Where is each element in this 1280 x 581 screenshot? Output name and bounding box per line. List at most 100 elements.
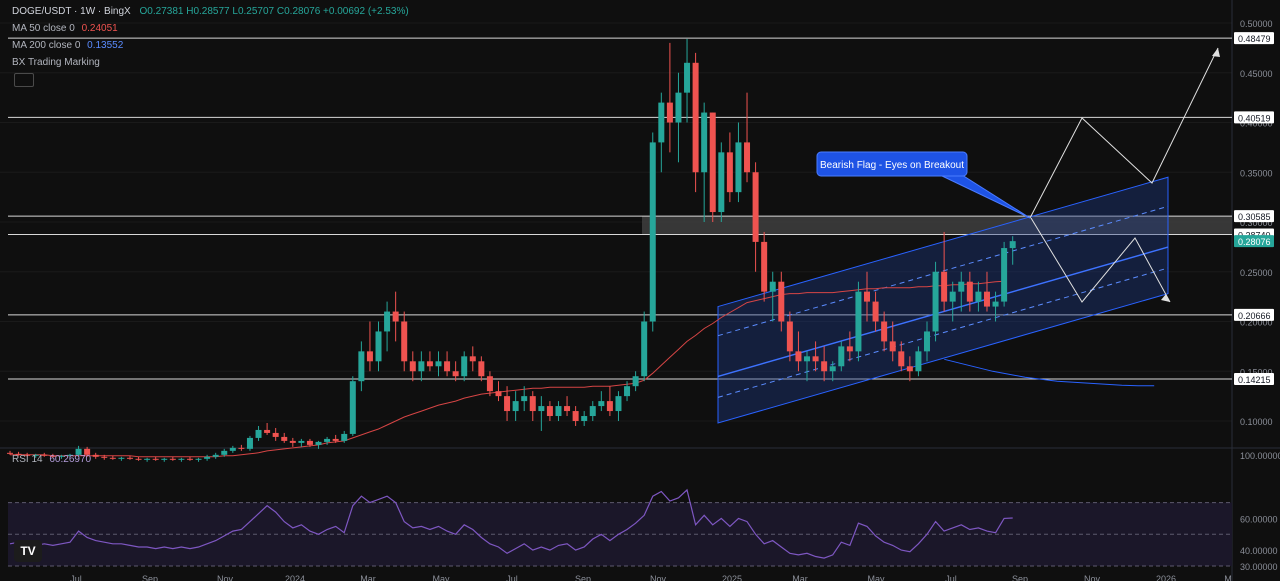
price-tick-label: 0.40000 (1240, 119, 1273, 129)
open-value: O0.27381 (139, 6, 184, 17)
time-tick-label: Mar (360, 574, 376, 581)
candle-body (958, 281, 965, 292)
candle-body (435, 361, 442, 367)
candle-body (872, 301, 879, 322)
bullish-arrowhead (1212, 48, 1220, 57)
price-tick-label: 0.50000 (1240, 19, 1273, 29)
candle-body (555, 406, 562, 417)
candle-body (975, 291, 982, 302)
candle-body (915, 351, 922, 372)
candle-body (1009, 241, 1016, 249)
candle-body (401, 321, 408, 362)
candle-body (744, 142, 751, 173)
candle-body (521, 396, 528, 402)
rsi-pane (8, 488, 1232, 567)
candle-body (529, 396, 536, 412)
time-tick-label: Jul (70, 574, 82, 581)
candle-body (109, 457, 116, 459)
candle-body (272, 432, 279, 437)
candle-body (726, 152, 733, 193)
candle-body (692, 62, 699, 173)
candle-body (1001, 248, 1008, 302)
annotation-callout[interactable]: Bearish Flag - Eyes on Breakout (816, 151, 1031, 219)
candle-body (246, 437, 253, 449)
rsi-line (9, 488, 1013, 559)
candle-body (212, 454, 219, 457)
candle-body (478, 361, 485, 377)
tradingview-logo-icon[interactable]: TV (14, 540, 42, 562)
candle-body (358, 351, 365, 382)
time-tick-label: Sep (575, 574, 591, 581)
level-price-label: 0.48479 (1238, 34, 1271, 44)
channel-quarter-line (717, 205, 1169, 337)
level-price-label: 0.20666 (1238, 311, 1271, 321)
candle-body (144, 458, 151, 460)
ma200-value: 0.13552 (87, 40, 124, 51)
rsi-legend[interactable]: RSI 14 60.26970 (12, 453, 91, 467)
candle-body (332, 438, 339, 441)
price-tick-label: 0.25000 (1240, 268, 1273, 278)
candle-body (624, 386, 631, 397)
high-value: H0.28577 (186, 6, 230, 17)
candle-body (49, 455, 56, 457)
rsi-tick-label: 100.00000 (1240, 451, 1280, 461)
candle-body (658, 102, 665, 143)
candle-body (504, 396, 511, 412)
rsi-tick-label: 60.00000 (1240, 514, 1278, 524)
candle-body (812, 356, 819, 362)
candle-body (829, 366, 836, 372)
candle-body (7, 452, 13, 454)
candle-body (126, 457, 133, 459)
indicator-legend[interactable]: BX Trading Marking (12, 56, 100, 70)
level-price-label: 0.40519 (1238, 113, 1271, 123)
candle-body (15, 453, 22, 455)
candle-body (409, 361, 416, 372)
projection-paths[interactable] (1029, 47, 1220, 303)
price-axis[interactable]: 0.50000 0.45000 0.40000 0.35000 0.30000 0.250… (1234, 19, 1274, 427)
low-value: L0.25707 (232, 6, 275, 17)
ma200-legend[interactable]: MA 200 close 0 0.13552 (12, 39, 123, 53)
candle-body (966, 281, 973, 302)
level-price-tag (1234, 210, 1274, 223)
candle-body (306, 440, 313, 445)
level-price-label: 0.14215 (1238, 375, 1271, 385)
candle-body (289, 440, 296, 443)
candle-body (341, 433, 348, 441)
candle-body (195, 458, 202, 460)
candle-body (58, 455, 65, 457)
time-tick-label: Nov (1084, 574, 1101, 581)
candle-body (32, 454, 39, 456)
candle-body (92, 454, 99, 457)
time-tick-label: 2024 (285, 574, 305, 581)
level-price-tag (1234, 111, 1274, 124)
annotation-text: Bearish Flag - Eyes on Breakout (820, 160, 964, 171)
candle-body (589, 406, 596, 417)
candle-body (178, 458, 185, 460)
symbol-title[interactable]: DOGE/USDT · 1W · BingX (12, 6, 131, 17)
candle-body (281, 436, 288, 441)
candle-body (821, 361, 828, 372)
candle-body (906, 366, 913, 372)
candle-body (786, 321, 793, 352)
candle-body (649, 142, 656, 322)
rsi-axis: 100.00000 60.00000 40.00000 30.00000 (1240, 451, 1280, 572)
candle-body (855, 291, 862, 352)
candle-body (778, 281, 785, 322)
time-axis[interactable]: Jul Sep Nov 2024 Mar May Jul Sep Nov 2025 Mar May Ju… (70, 574, 1232, 581)
candle-body (75, 448, 82, 455)
close-value: C0.28076 (276, 6, 321, 17)
collapse-legend-button[interactable] (14, 73, 34, 87)
ohlc-values: O0.27381 H0.28577 L0.25707 C0.28076 +0.0… (140, 6, 409, 17)
ma50-value: 0.24051 (81, 23, 118, 34)
candle-body (349, 381, 356, 434)
price-tick-label: 0.20000 (1240, 318, 1273, 328)
candle-body (186, 458, 193, 460)
annotation-pointer (939, 174, 1031, 219)
price-tick-label: 0.10000 (1240, 417, 1273, 427)
candle-body (512, 401, 519, 412)
ma50-legend[interactable]: MA 50 close 0 0.24051 (12, 22, 118, 36)
candle-body (675, 92, 682, 123)
bearish-projection-path (1030, 217, 1171, 303)
